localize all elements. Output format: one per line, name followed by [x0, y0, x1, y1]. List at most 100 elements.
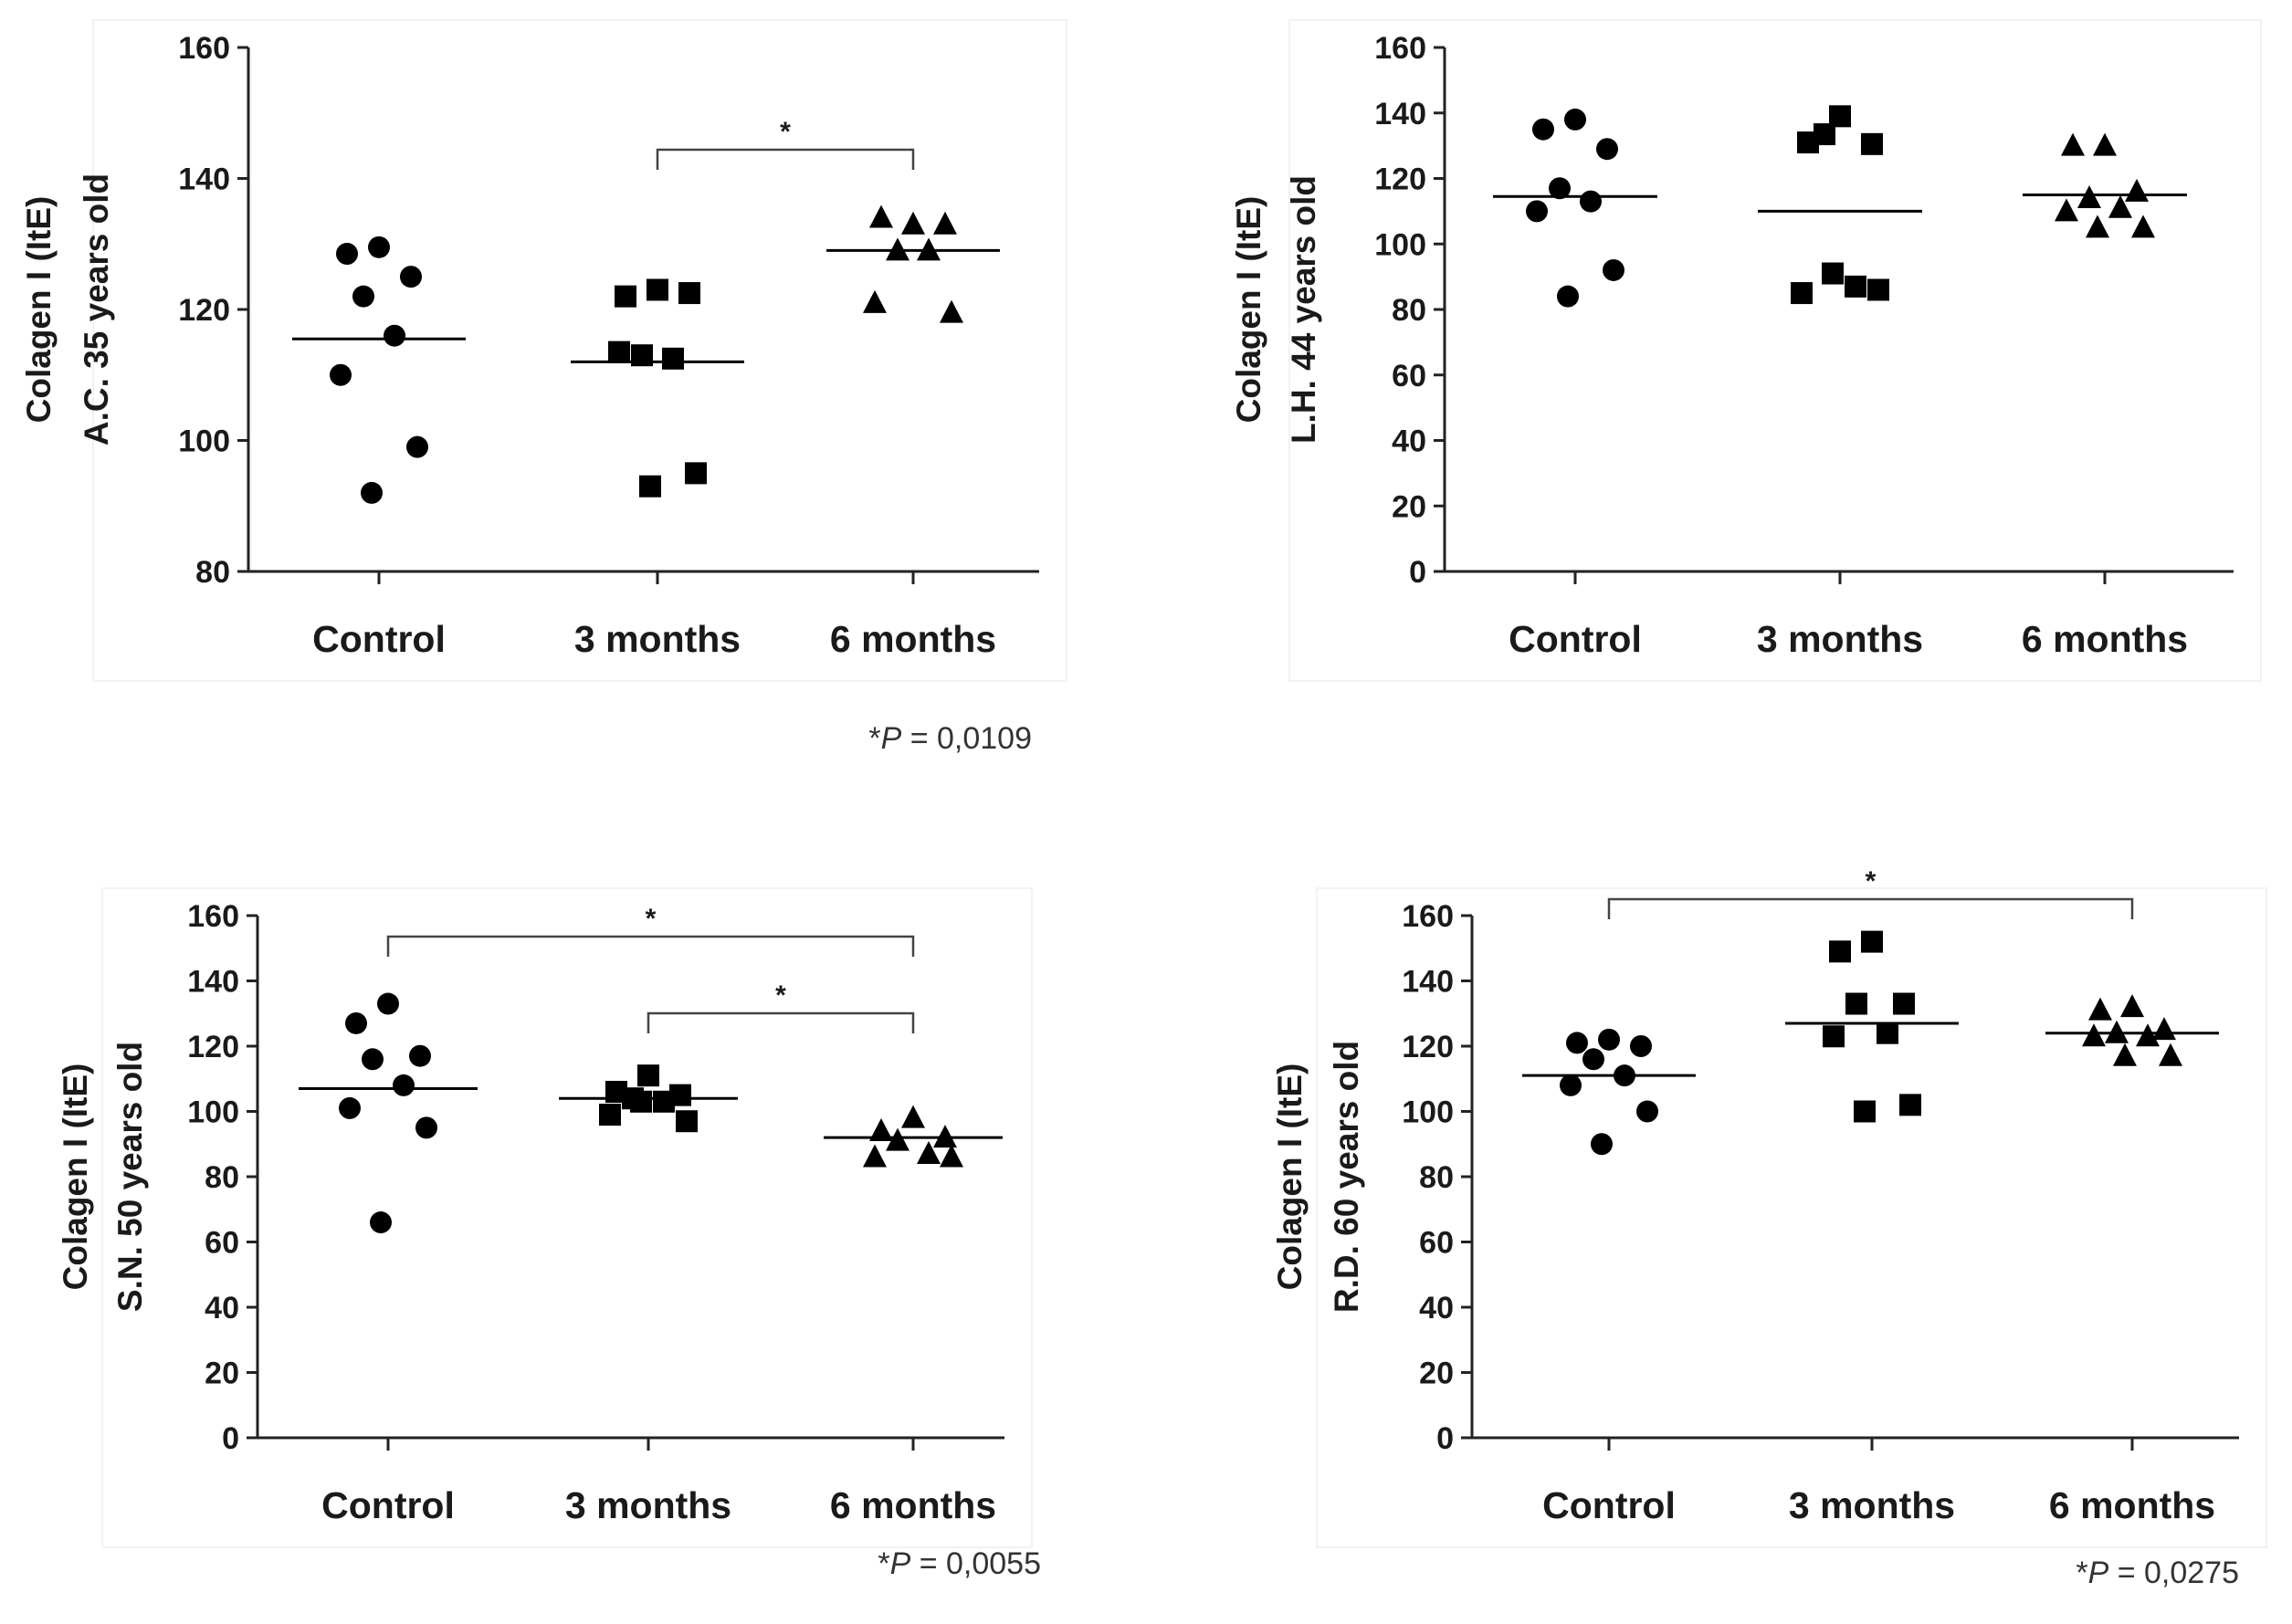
x-category-label: 6 months — [830, 618, 996, 660]
p-value-note: *P = 0,0109 — [868, 721, 1032, 756]
y-tick-label: 40 — [1419, 1291, 1454, 1325]
y-axis-label: A.C. 35 years old — [78, 173, 115, 445]
data-point-triangle — [2113, 1043, 2137, 1066]
y-axis-label: L.H. 44 years old — [1285, 175, 1322, 444]
panel-frame — [1316, 887, 2267, 1548]
x-category-label: Control — [321, 1484, 455, 1526]
y-tick-label: 80 — [1392, 293, 1426, 328]
y-tick-label: 0 — [1436, 1421, 1454, 1456]
data-point-square — [1861, 132, 1883, 155]
data-point-circle — [406, 435, 428, 458]
y-tick-label: 120 — [1402, 1030, 1454, 1064]
data-point-circle — [1598, 1028, 1620, 1051]
y-tick-label: 120 — [187, 1030, 239, 1064]
p-value-note: *P = 0,0275 — [2076, 1556, 2239, 1590]
y-tick-label: 140 — [1374, 97, 1426, 131]
data-point-square — [676, 1110, 698, 1133]
data-point-triangle — [2159, 1043, 2182, 1066]
y-tick-label: 80 — [205, 1160, 239, 1195]
data-point-circle — [1549, 177, 1571, 200]
p-value-symbol: P — [2088, 1556, 2109, 1590]
data-point-circle — [336, 243, 358, 266]
data-point-square — [1823, 1025, 1845, 1048]
data-point-square — [1854, 1100, 1876, 1123]
y-axis-label: S.N. 50 years old — [111, 1042, 149, 1312]
data-point-circle — [393, 1074, 415, 1096]
data-point-triangle — [863, 1144, 887, 1168]
data-point-square — [1822, 262, 1844, 285]
y-tick-label: 60 — [1392, 359, 1426, 393]
data-point-square — [1893, 992, 1915, 1015]
y-tick-label: 140 — [187, 965, 239, 1000]
data-point-circle — [409, 1044, 431, 1067]
data-point-square — [639, 475, 661, 498]
data-point-triangle — [863, 289, 887, 313]
p-value-symbol: P — [890, 1546, 911, 1581]
chart-panel-rd-60: 0 20 40 60 80 100 120 140 160 Control 3 months 6 mo… — [1271, 866, 2267, 1590]
data-point-circle — [1582, 1048, 1604, 1071]
y-axis-label: R.D. 60 years old — [1328, 1041, 1365, 1313]
significance-star: * — [646, 904, 657, 934]
p-value-star: * — [2076, 1556, 2087, 1590]
data-point-circle — [1532, 118, 1554, 141]
p-value-symbol: P — [881, 721, 902, 756]
data-point-triangle — [2120, 994, 2144, 1018]
y-tick-label: 120 — [1374, 162, 1426, 197]
data-point-circle — [1560, 1074, 1582, 1096]
y-tick-label: 0 — [1409, 555, 1426, 590]
significance-star: * — [1866, 866, 1877, 896]
x-category-label: Control — [1542, 1484, 1676, 1526]
x-category-label: Control — [312, 618, 446, 660]
y-tick-label: 20 — [1392, 489, 1426, 524]
data-point-triangle — [2061, 132, 2085, 156]
y-tick-label: 40 — [205, 1291, 239, 1325]
data-point-square — [678, 282, 700, 305]
y-tick-label: 60 — [1419, 1226, 1454, 1261]
panel-frame — [1288, 19, 2262, 682]
y-tick-label: 160 — [1402, 899, 1454, 934]
y-tick-label: 160 — [178, 31, 230, 66]
data-point-square — [662, 347, 684, 370]
x-category-label: 6 months — [830, 1484, 996, 1526]
data-point-circle — [339, 1096, 361, 1119]
significance-bracket — [1607, 897, 2134, 919]
x-category-label: 6 months — [2049, 1484, 2215, 1526]
x-category-label: 3 months — [574, 618, 741, 660]
significance-bracket — [656, 148, 915, 170]
data-point-triangle — [2131, 215, 2155, 238]
data-point-triangle — [2093, 132, 2117, 156]
data-point-triangle — [886, 1127, 909, 1151]
y-axis-label: Colagen I (ItE) — [20, 196, 58, 424]
data-point-circle — [362, 1048, 384, 1071]
data-point-circle — [1557, 285, 1579, 308]
data-point-square — [1814, 123, 1835, 146]
data-point-triangle — [2088, 997, 2112, 1021]
data-point-square — [1791, 282, 1813, 305]
x-category-label: 6 months — [2022, 618, 2188, 660]
data-point-circle — [377, 992, 399, 1015]
y-tick-label: 100 — [1374, 227, 1426, 262]
p-value-text: = 0,0275 — [2108, 1556, 2239, 1590]
data-point-square — [647, 278, 668, 301]
data-point-circle — [361, 481, 383, 504]
data-point-triangle — [2077, 185, 2101, 209]
y-tick-label: 140 — [178, 162, 230, 197]
data-point-circle — [1564, 108, 1586, 131]
data-point-circle — [1636, 1100, 1658, 1123]
data-point-triangle — [2125, 178, 2149, 202]
significance-star: * — [775, 980, 786, 1011]
data-point-triangle — [901, 1105, 925, 1128]
chart-panel-ac-35: 80 100 120 140 160 Control 3 months 6 months Col… — [20, 19, 1067, 756]
data-point-square — [685, 462, 707, 485]
significance-bracket — [647, 1011, 915, 1033]
data-point-square — [1845, 992, 1867, 1015]
data-point-square — [1899, 1094, 1921, 1116]
y-tick-label: 100 — [178, 424, 230, 459]
p-value-star: * — [878, 1546, 889, 1581]
data-point-triangle — [2055, 198, 2078, 222]
data-point-triangle — [940, 1144, 963, 1168]
y-tick-label: 160 — [187, 899, 239, 934]
data-point-square — [1867, 278, 1889, 301]
y-tick-label: 160 — [1374, 31, 1426, 66]
data-point-triangle — [869, 204, 893, 228]
